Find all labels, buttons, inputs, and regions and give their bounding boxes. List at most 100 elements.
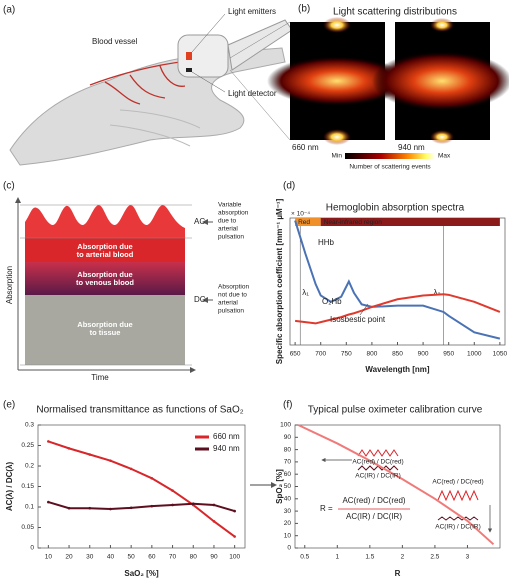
y-tick-label: 0 (30, 545, 34, 552)
y-tick-label: 20 (284, 520, 292, 527)
layer-label: to tissue (90, 328, 121, 337)
x-tick-label: 750 (341, 351, 352, 358)
x-tick-label: 80 (190, 554, 198, 561)
x-tick-label: 650 (290, 351, 301, 358)
panel-label: (d) (283, 181, 295, 192)
layer-label: to arterial blood (77, 250, 134, 259)
panel-title: Light scattering distributions (333, 7, 457, 18)
data-point (150, 504, 154, 508)
region-band (295, 218, 321, 226)
y-tick-label: 70 (284, 459, 292, 466)
y-tick-label: 40 (284, 496, 292, 503)
marker-label: λ₂ (433, 288, 440, 297)
panel-label: (c) (3, 181, 15, 192)
y-tick-label: 60 (284, 471, 292, 478)
legend-label: 660 nm (213, 432, 240, 441)
data-point (47, 500, 50, 504)
x-tick-label: 700 (315, 351, 326, 358)
annotation: Isosbestic point (330, 315, 386, 324)
image-label: 660 nm (292, 143, 319, 152)
y-axis-label: Specific absorption coefficient [mm⁻¹ µM… (275, 198, 284, 364)
y-unit: × 10⁻⁴ (291, 211, 310, 218)
data-point (129, 506, 133, 510)
data-point (88, 453, 92, 456)
data-point (109, 507, 112, 511)
ac-note: due to (218, 218, 236, 225)
y-tick-label: 90 (284, 434, 292, 441)
x-tick-label: 800 (366, 351, 377, 358)
y-tick-label: 0.3 (25, 422, 34, 429)
colorbar-min: Min (332, 153, 343, 160)
y-tick-label: 0.25 (21, 442, 34, 449)
plot-frame (289, 217, 506, 346)
decor (250, 449, 493, 533)
data-point (88, 506, 92, 510)
colorbar-max: Max (438, 153, 451, 160)
y-tick-label: 100 (280, 422, 291, 429)
x-tick-label: 70 (169, 554, 177, 561)
layer-label: Absorption due (77, 242, 132, 251)
ac-note: pulsation (218, 234, 244, 241)
panel-label: (b) (298, 4, 310, 15)
x-tick-label: 90 (210, 554, 218, 561)
x-tick-label: 10 (45, 554, 53, 561)
x-tick-label: 2 (401, 554, 405, 561)
ac-label: AC (194, 217, 205, 226)
y-tick-label: 50 (284, 483, 292, 490)
dc-note: Absorption (218, 284, 249, 291)
annotation: Light emitters (228, 7, 276, 16)
y-tick-label: 10 (284, 532, 292, 539)
layer-label: to venous blood (76, 278, 134, 287)
formula-lhs: R = (320, 504, 333, 513)
y-axis-label: Absorption (5, 266, 14, 304)
region-label: Near-infrared region (324, 219, 383, 226)
dc-note: not due to (218, 292, 247, 299)
region-band (320, 218, 500, 226)
ac-note: Variable (218, 202, 242, 209)
x-tick-label: 3 (466, 554, 470, 561)
x-tick-label: 1050 (493, 351, 508, 358)
data-point (67, 506, 71, 510)
y-axis-label: AC(λ) / DC(λ) (5, 462, 14, 512)
image-label: 940 nm (398, 143, 425, 152)
x-tick-label: 1.5 (365, 554, 374, 561)
data-point (212, 503, 216, 507)
hand-illustration (9, 13, 293, 166)
inset-label: AC(IR) / DC(IR) (435, 524, 481, 531)
data-point (171, 503, 174, 507)
chart-title: Normalised transmittance as functions of… (36, 405, 243, 416)
data-point (109, 459, 112, 462)
chart-title: Hemoglobin absorption spectra (326, 203, 465, 214)
x-axis-label: SaO₂ [%] (124, 569, 159, 578)
x-tick-label: 950 (443, 351, 454, 358)
chart-title: Typical pulse oximeter calibration curve (308, 405, 483, 416)
scattering-images (267, 17, 509, 159)
x-tick-label: 2.5 (430, 554, 439, 561)
series-line (297, 424, 495, 546)
inset-label: AC(red) / DC(red) (352, 459, 403, 466)
series-line (48, 501, 235, 513)
panel-label: (e) (3, 400, 15, 411)
layer-label: Absorption due (77, 270, 132, 279)
x-tick-label: 60 (148, 554, 156, 561)
series-line (294, 293, 501, 325)
formula-numerator: AC(red) / DC(red) (342, 496, 405, 505)
absorption-diagram (15, 197, 213, 373)
x-axis-label: Wavelength [nm] (365, 365, 429, 374)
ac-note: arterial (218, 226, 238, 233)
series-line (48, 440, 236, 538)
ac-note: absorption (218, 210, 249, 217)
dc-note: pulsation (218, 308, 244, 315)
inset-label: AC(red) / DC(red) (432, 479, 483, 486)
x-tick-label: 1 (335, 554, 339, 561)
data-point (129, 467, 133, 471)
data-point (212, 520, 216, 523)
y-tick-label: 0.05 (21, 524, 34, 531)
x-tick-label: 100 (229, 554, 240, 561)
x-tick-label: 30 (86, 554, 94, 561)
data-point (150, 477, 154, 480)
inset-label: AC(IR) / DC(IR) (355, 473, 401, 480)
panel-label: (f) (283, 400, 292, 411)
x-tick-label: 40 (107, 554, 115, 561)
